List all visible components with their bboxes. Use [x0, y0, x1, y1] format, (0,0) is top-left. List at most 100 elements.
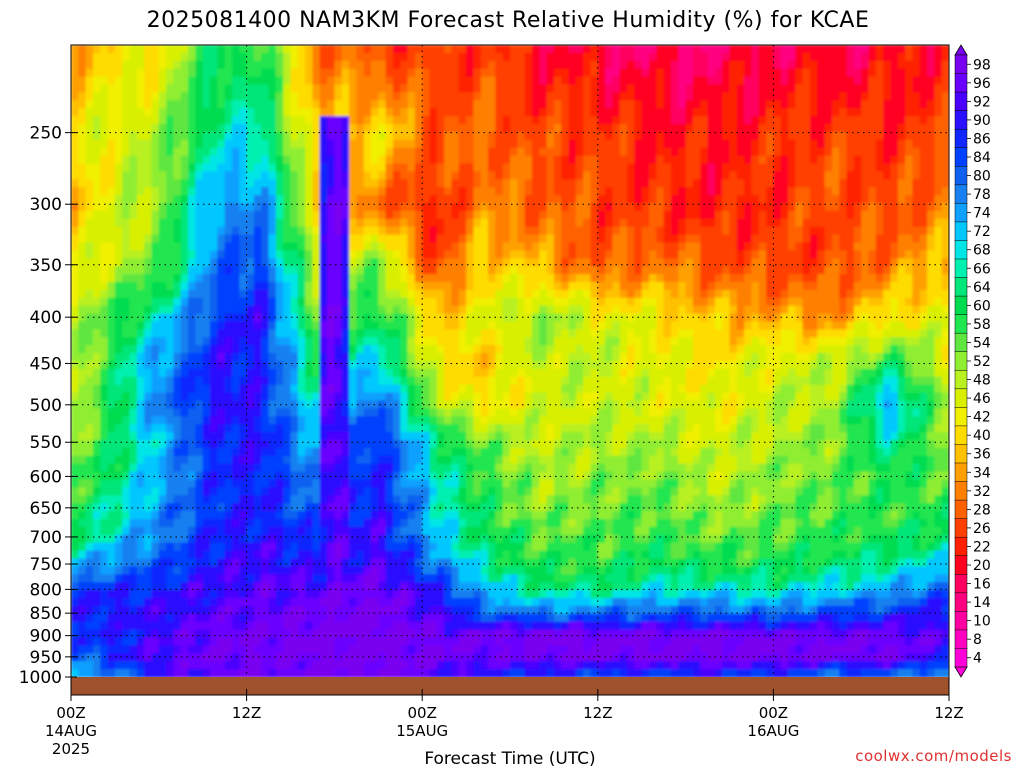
rh-cell: [941, 139, 949, 149]
rh-cell: [919, 289, 928, 299]
rh-cell: [809, 92, 818, 101]
rh-cell: [319, 250, 328, 259]
rh-cell: [202, 45, 211, 54]
rh-cell: [568, 242, 577, 251]
rh-cell: [327, 45, 335, 54]
rh-cell: [510, 345, 518, 354]
rh-cell: [78, 274, 87, 283]
rh-cell: [341, 108, 350, 117]
rh-cell: [268, 84, 277, 93]
rh-cell: [144, 289, 153, 299]
rh-cell: [480, 68, 489, 78]
rh-cell: [151, 84, 160, 93]
rh-cell: [458, 171, 467, 180]
rh-cell: [312, 329, 321, 338]
rh-cell: [912, 329, 921, 338]
rh-cell: [305, 234, 314, 244]
rh-cell: [341, 124, 350, 133]
rh-cell: [707, 108, 716, 117]
rh-cell: [370, 361, 379, 370]
rh-cell: [590, 124, 599, 133]
rh-cell: [934, 305, 943, 315]
rh-cell: [583, 274, 592, 283]
rh-cell: [612, 116, 621, 125]
rh-cell: [875, 226, 884, 236]
rh-cell: [905, 305, 914, 315]
rh-cell: [634, 297, 643, 307]
rh-cell: [627, 282, 635, 291]
rh-cell: [941, 171, 949, 180]
rh-cell: [231, 218, 240, 228]
rh-cell: [151, 187, 160, 196]
rh-cell: [78, 45, 87, 54]
rh-cell: [378, 203, 387, 212]
rh-cell: [780, 84, 789, 93]
rh-cell: [751, 171, 760, 180]
rh-cell: [502, 52, 511, 62]
rh-cell: [670, 52, 679, 62]
rh-cell: [473, 329, 482, 338]
rh-cell: [210, 139, 218, 149]
rh-cell: [392, 321, 401, 330]
rh-cell: [678, 131, 687, 141]
rh-cell: [875, 250, 884, 259]
rh-cell: [510, 52, 518, 62]
rh-cell: [107, 321, 116, 330]
rh-cell: [407, 155, 416, 165]
rh-cell: [451, 258, 460, 267]
rh-cell: [546, 274, 555, 283]
rh-cell: [539, 139, 548, 149]
rh-cell: [239, 282, 248, 291]
rh-cell: [678, 210, 687, 220]
rh-cell: [400, 297, 409, 307]
rh-cell: [890, 155, 899, 165]
rh-cell: [561, 52, 570, 62]
rh-cell: [363, 171, 372, 180]
rh-cell: [151, 345, 160, 354]
rh-cell: [253, 131, 262, 141]
rh-cell: [729, 116, 738, 125]
rh-cell: [641, 131, 650, 141]
rh-cell: [561, 368, 570, 378]
rh-cell: [546, 329, 555, 338]
rh-cell: [283, 218, 292, 228]
rh-cell: [510, 289, 518, 299]
rh-cell: [605, 124, 614, 133]
rh-cell: [597, 368, 606, 378]
rh-cell: [217, 345, 226, 354]
rh-cell: [612, 100, 621, 109]
rh-cell: [297, 45, 306, 54]
rh-cell: [531, 218, 540, 228]
rh-cell: [846, 131, 855, 141]
rh-cell: [71, 353, 79, 362]
rh-cell: [268, 139, 277, 149]
rh-cell: [444, 368, 453, 378]
rh-cell: [773, 313, 782, 323]
rh-cell: [275, 52, 284, 62]
rh-cell: [78, 329, 87, 338]
rh-cell: [407, 163, 416, 172]
rh-cell: [897, 226, 906, 236]
rh-cell: [100, 250, 109, 259]
rh-cell: [531, 52, 540, 62]
rh-cell: [663, 45, 672, 54]
rh-cell: [473, 124, 482, 133]
rh-cell: [246, 313, 255, 323]
rh-cell: [612, 203, 621, 212]
rh-cell: [363, 274, 372, 283]
rh-cell: [246, 368, 255, 378]
rh-cell: [71, 289, 79, 299]
rh-cell: [714, 218, 723, 228]
rh-cell: [458, 329, 467, 338]
rh-cell: [531, 234, 540, 244]
rh-cell: [692, 305, 701, 315]
rh-cell: [407, 266, 416, 275]
rh-cell: [473, 60, 482, 70]
rh-cell: [868, 92, 877, 101]
rh-cell: [400, 155, 409, 165]
rh-cell: [890, 226, 899, 236]
rh-cell: [166, 139, 175, 149]
rh-cell: [268, 345, 277, 354]
rh-cell: [722, 345, 731, 354]
rh-cell: [802, 234, 811, 244]
